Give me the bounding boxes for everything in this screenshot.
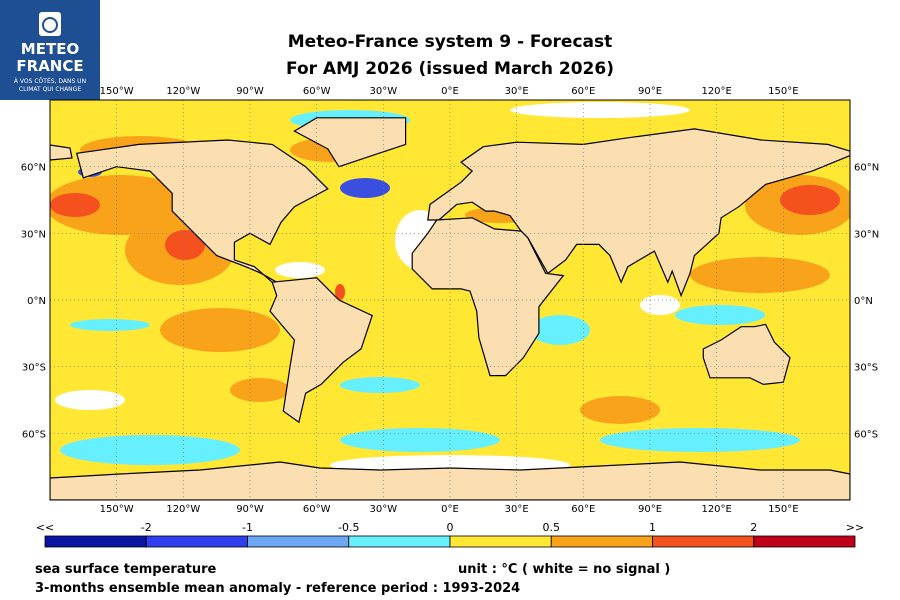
longitude-label: 60°E [571, 504, 595, 515]
colorbar-segment [145, 535, 248, 548]
longitude-label: 120°W [166, 86, 200, 97]
longitude-label: 60°W [303, 504, 331, 515]
variable-label: sea surface temperature [35, 562, 216, 577]
colorbar-label: -0.5 [338, 521, 359, 534]
longitude-label: 0°E [441, 86, 459, 97]
title: For AMJ 2026 (issued March 2026) [286, 59, 614, 79]
unit-label: unit : °C ( white = no signal ) [458, 562, 670, 577]
logo-tagline: À VOS CÔTÉS, DANS UN [14, 77, 86, 85]
colorbar-label: << [36, 521, 54, 534]
colorbar-label: 0.5 [543, 521, 561, 534]
colorbar-segment [44, 535, 147, 548]
colorbar: << -2 -1 -0.5 0 0.5 1 2 >> [36, 521, 864, 548]
logo-text: METEO [21, 40, 79, 58]
latitude-label: 60°N [21, 163, 46, 174]
colorbar-segment [550, 535, 653, 548]
cool-anomaly [60, 110, 800, 465]
colorbar-segment [247, 535, 350, 548]
longitude-label: 90°W [236, 86, 264, 97]
strong-warm-anomaly [50, 185, 840, 300]
longitude-label: 150°E [768, 86, 798, 97]
longitude-label: 120°E [701, 86, 731, 97]
longitude-label: 90°W [236, 504, 264, 515]
graticule: 150°W 150°W 120°W 120°W 90°W 90°W 60°W 60°W 30°W… [21, 86, 879, 515]
colorbar-segment [753, 535, 856, 548]
longitude-label: 150°W [100, 504, 134, 515]
latitude-label: 60°S [22, 429, 46, 440]
colorbar-label: 1 [649, 521, 656, 534]
latitude-label: 30°N [854, 229, 879, 240]
logo-tagline: CLIMAT QUI CHANGE [19, 86, 81, 93]
colorbar-label: >> [846, 521, 864, 534]
longitude-label: 150°W [100, 86, 134, 97]
latitude-label: 30°S [22, 363, 46, 374]
colorbar-segment [652, 535, 755, 548]
colorbar-label: 2 [750, 521, 757, 534]
longitude-label: 150°E [768, 504, 798, 515]
longitude-label: 60°E [571, 86, 595, 97]
colorbar-segment [449, 535, 552, 548]
colorbar-label: 0 [447, 521, 454, 534]
latitude-label: 30°N [21, 229, 46, 240]
colorbar-label: -1 [242, 521, 253, 534]
latitude-label: 0°N [27, 296, 46, 307]
logo-text: FRANCE [16, 57, 83, 75]
longitude-label: 30°W [370, 86, 398, 97]
longitude-label: 30°E [505, 504, 529, 515]
longitude-label: 120°W [166, 504, 200, 515]
description: 3-months ensemble mean anomaly - referen… [35, 581, 520, 596]
map-frame [49, 99, 851, 501]
longitude-label: 0°E [441, 504, 459, 515]
longitude-label: 90°E [638, 504, 662, 515]
longitude-label: 120°E [701, 504, 731, 515]
latitude-label: 30°S [854, 363, 878, 374]
longitude-label: 30°W [370, 504, 398, 515]
longitude-label: 90°E [638, 86, 662, 97]
colorbar-segment [348, 535, 451, 548]
colorbar-label: -2 [141, 521, 152, 534]
logo-icon-mark [42, 17, 58, 33]
latitude-label: 0°N [854, 296, 873, 307]
longitude-label: 60°W [303, 86, 331, 97]
title: Meteo-France system 9 - Forecast [288, 32, 613, 52]
latitude-label: 60°N [854, 163, 879, 174]
longitude-label: 30°E [505, 86, 529, 97]
latitude-label: 60°S [854, 429, 878, 440]
